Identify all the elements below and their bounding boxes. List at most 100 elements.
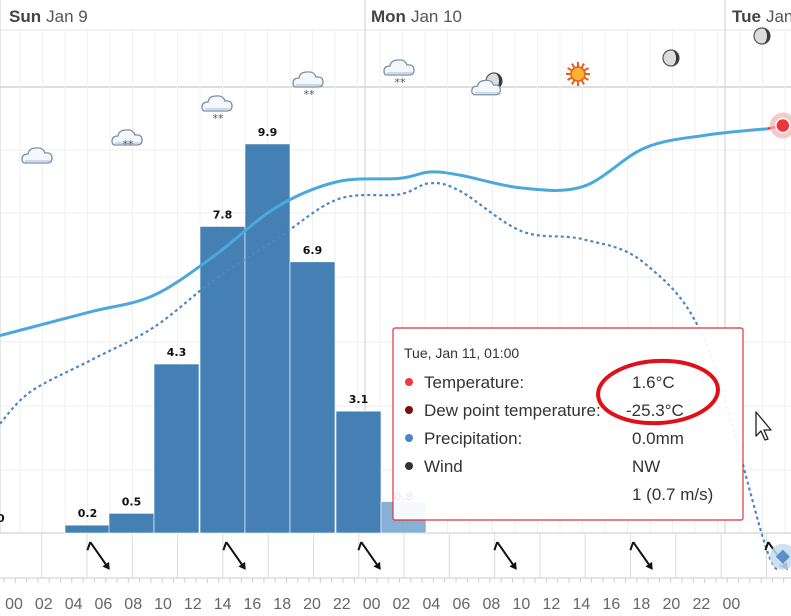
annotation-ellipse: [596, 358, 720, 426]
bar-value-label: 9.9: [258, 126, 278, 139]
x-tick-label: 04: [65, 596, 83, 613]
snowflake-glyph: **: [213, 112, 225, 125]
x-tick-label: 00: [363, 596, 381, 613]
x-tick-label: 00: [5, 596, 23, 613]
x-tick-label: 18: [273, 596, 291, 613]
moon-icon: [662, 49, 680, 67]
cloud-shape: [21, 147, 53, 164]
day-label: Tue Jan: [732, 7, 791, 26]
day-label-date: Jan 9: [46, 7, 88, 26]
day-label-weekday: Tue: [732, 7, 761, 26]
day-label-date: Jan 10: [411, 7, 462, 26]
cloud-moon-icon: [471, 72, 503, 96]
temperature-hover-marker: [775, 117, 791, 134]
bar-value-label: 0.2: [78, 507, 98, 520]
tooltip-value-dewpoint: -25.3°C: [626, 401, 684, 420]
cloud-shape: [471, 79, 501, 96]
cloud-icon: [21, 147, 53, 164]
precipitation-bar: [199, 226, 246, 534]
x-tick-label: 16: [244, 596, 262, 613]
x-tick-label: 22: [693, 596, 711, 613]
day-labels: Sun Jan 9 Mon Jan 10 Tue Jan: [9, 7, 791, 26]
snowflake-glyph: **: [395, 76, 407, 89]
precipitation-bar: [153, 363, 200, 534]
temperature-line: [0, 127, 768, 337]
cloud-shape: [383, 59, 415, 76]
tooltip-dot-dewpoint: [405, 406, 413, 414]
weather-icons: ** ** ** **: [21, 27, 771, 164]
cloud-snow-icon: **: [292, 71, 324, 101]
x-tick-label: 22: [333, 596, 351, 613]
x-tick-label: 06: [453, 596, 471, 613]
tooltip-dot-temperature: [405, 378, 413, 386]
tooltip-wind-speed: 1 (0.7 m/s): [632, 485, 713, 504]
day-label-date: Jan: [766, 7, 791, 26]
cloud-snow-icon: **: [383, 59, 415, 89]
tooltip-label-wind: Wind: [424, 457, 463, 476]
tooltip-dot-precipitation: [405, 434, 413, 442]
snowflake-glyph: **: [123, 138, 135, 151]
x-tick-label: 12: [543, 596, 561, 613]
bar-label: 0: [0, 512, 5, 525]
tooltip-header: Tue, Jan 11, 01:00: [404, 345, 519, 361]
cloud-shape: [201, 95, 233, 112]
bar-value-label: 4.3: [167, 346, 187, 359]
x-tick-label: 04: [423, 596, 441, 613]
wind-arrow-icon: [493, 541, 517, 570]
x-tick-label: 08: [124, 596, 142, 613]
x-tick-label: 14: [573, 596, 591, 613]
x-tick-label: 18: [633, 596, 651, 613]
precipitation-bars: 00.20.54.37.89.96.93.10.8: [0, 126, 427, 534]
precipitation-bar: [108, 513, 155, 534]
moon-icon: [753, 27, 771, 45]
cloud-shape: [111, 129, 143, 146]
precipitation-bar: [244, 143, 291, 534]
sun-icon: [566, 62, 590, 86]
tooltip: Tue, Jan 11, 01:00 Temperature: 1.6°C De…: [392, 327, 744, 521]
cloud-snow-icon: **: [111, 129, 143, 151]
precipitation-bar: [335, 410, 382, 534]
x-tick-label: 10: [154, 596, 172, 613]
mouse-cursor-icon: [755, 411, 772, 441]
x-tick-label: 20: [303, 596, 321, 613]
hover-markers: [769, 112, 791, 570]
bar-value-label: 6.9: [303, 244, 323, 257]
x-tick-label: 16: [603, 596, 621, 613]
x-tick-label: 02: [393, 596, 411, 613]
tooltip-label-temperature: Temperature:: [424, 373, 524, 392]
day-label: Sun Jan 9: [9, 7, 88, 26]
x-tick-label: 12: [184, 596, 202, 613]
snowflake-glyph: **: [304, 88, 316, 101]
cloud-snow-icon: **: [201, 95, 233, 125]
x-tick-label: 02: [35, 596, 53, 613]
x-tick-label: 14: [214, 596, 232, 613]
x-tick-label: 06: [95, 596, 113, 613]
day-label-weekday: Sun: [9, 7, 41, 26]
x-tick-label: 08: [483, 596, 501, 613]
tooltip-box: [392, 327, 744, 521]
wind-arrow-icon: [357, 541, 381, 570]
wind-row: [86, 541, 788, 570]
x-axis-ticks: 00 02 04 06 08 10 12 14 16 18 20 22 00 02 04 06 08 10 12 14…: [5, 596, 740, 613]
day-label-weekday: Mon: [371, 7, 406, 26]
precipitation-bar: [289, 261, 336, 534]
tooltip-value-precipitation: 0.0mm: [632, 429, 684, 448]
tooltip-value-wind: NW: [632, 457, 660, 476]
tooltip-label-precipitation: Precipitation:: [424, 429, 522, 448]
tooltip-label-dewpoint: Dew point temperature:: [424, 401, 601, 420]
x-tick-label: 00: [723, 596, 741, 613]
precipitation-bar: [64, 524, 111, 534]
tooltip-value-temperature: 1.6°C: [632, 373, 675, 392]
day-label: Mon Jan 10: [371, 7, 462, 26]
wind-arrow-icon: [222, 541, 246, 570]
dew-point-hover-marker: [775, 549, 790, 564]
x-tick-label: 10: [513, 596, 531, 613]
tooltip-dot-wind: [405, 462, 413, 470]
bar-value-label: 3.1: [349, 393, 369, 406]
bar-value-label: 7.8: [213, 208, 233, 221]
x-tick-label: 20: [663, 596, 681, 613]
wind-arrow-icon: [86, 541, 110, 570]
cloud-shape: [292, 71, 324, 88]
wind-arrow-icon: [629, 541, 653, 570]
